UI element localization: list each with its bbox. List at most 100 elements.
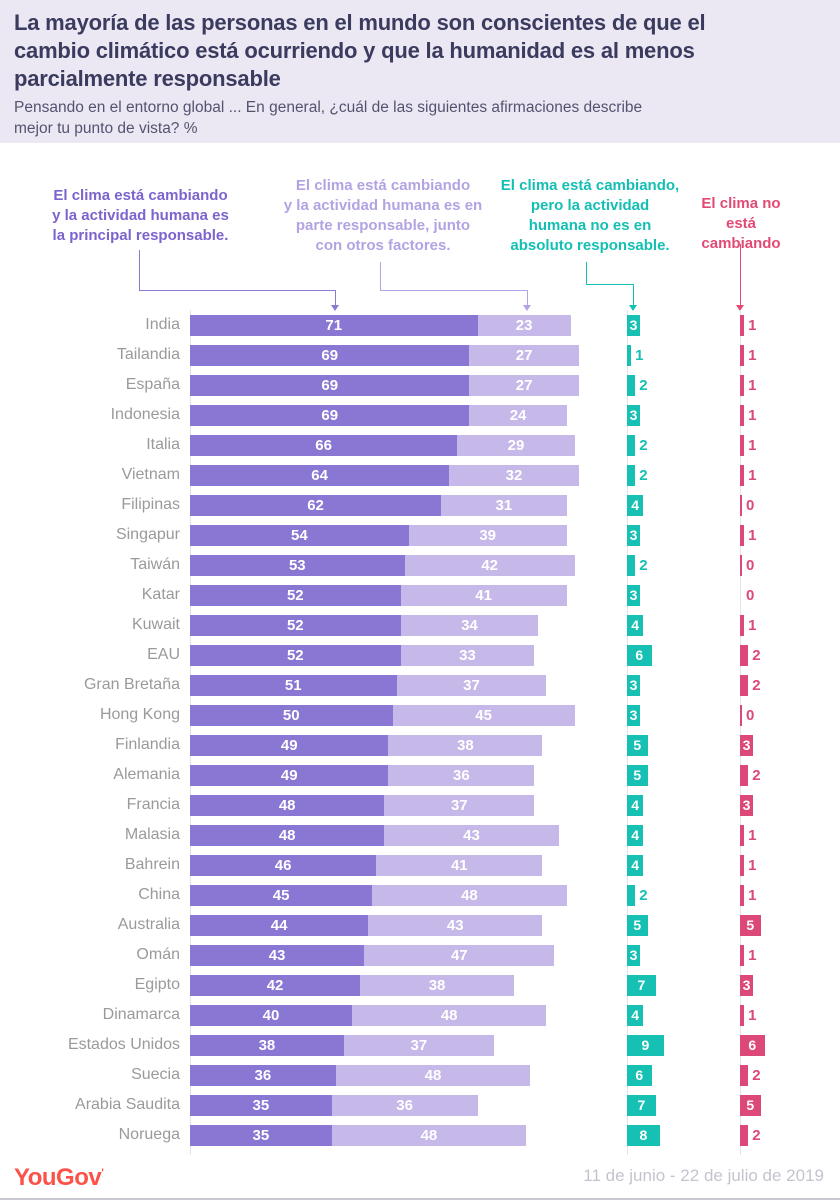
bar-row: Australia 44 43 5 5: [0, 910, 840, 940]
bar-segment-partial: 37: [396, 675, 547, 696]
teal-axis-baseline: [627, 310, 628, 1155]
pink-bar: 1: [740, 345, 756, 366]
value-label: 6: [635, 647, 644, 663]
pink-bar: 1: [740, 855, 756, 876]
bar-segment-partial: 42: [404, 555, 575, 576]
teal-bar: 2: [627, 465, 648, 486]
stacked-bar: 35 48: [190, 1125, 527, 1146]
pink-bar-fill: [740, 315, 745, 336]
legend-connector-3: [586, 284, 634, 285]
bar-row: China 45 48 2 1: [0, 880, 840, 910]
teal-bar-fill: 7: [627, 1095, 656, 1116]
bar-segment-main: 43: [190, 945, 365, 966]
value-label: 5: [633, 917, 642, 933]
teal-bar-fill: [627, 375, 636, 396]
teal-bar: 3: [627, 945, 640, 966]
country-label: Taiwán: [130, 556, 180, 573]
bar-segment-main: 69: [190, 405, 470, 426]
bar-segment-partial: 47: [364, 945, 555, 966]
teal-bar-fill: 4: [627, 795, 644, 816]
bar-row: Malasia 48 43 4 1: [0, 820, 840, 850]
legend-connector-2: [380, 290, 528, 291]
bar-segment-partial: 45: [392, 705, 575, 726]
pink-bar-fill: [740, 675, 749, 696]
value-label: 51: [284, 677, 302, 694]
value-label: 43: [463, 827, 480, 844]
bar-row: Omán 43 47 3 1: [0, 940, 840, 970]
value-label: 1: [748, 527, 757, 544]
pink-bar: 1: [740, 1005, 756, 1026]
bar-segment-partial: 48: [352, 1005, 547, 1026]
value-label: 71: [325, 317, 343, 334]
bar-row: Tailandia 69 27 1 1: [0, 340, 840, 370]
legend-arrow-4-icon: [736, 305, 744, 311]
value-label: 1: [748, 377, 757, 394]
value-label: 5: [633, 737, 642, 753]
bar-row: Francia 48 37 4 3: [0, 790, 840, 820]
bar-segment-partial: 31: [441, 495, 567, 516]
value-label: 2: [752, 767, 761, 784]
pink-bar-fill: [740, 825, 745, 846]
teal-bar-fill: 5: [627, 735, 648, 756]
value-label: 2: [639, 557, 648, 574]
value-label: 38: [258, 1037, 276, 1054]
value-label: 34: [461, 617, 478, 634]
main-axis-baseline: [190, 310, 191, 1155]
value-label: 69: [321, 347, 339, 364]
value-label: 38: [428, 977, 446, 994]
value-label: 43: [446, 917, 464, 934]
bar-row: Noruega 35 48 8 2: [0, 1120, 840, 1150]
pink-bar-fill: [740, 1065, 749, 1086]
value-label: 45: [272, 887, 290, 904]
bar-segment-partial: 34: [400, 615, 539, 636]
pink-bar-zero-tick: [740, 555, 742, 576]
stacked-bar: 50 45: [190, 705, 575, 726]
stacked-bar: 48 37: [190, 795, 535, 816]
bar-segment-main: 52: [190, 645, 401, 666]
pink-bar: 3: [740, 795, 753, 816]
bar-row: Katar 52 41 3 0: [0, 580, 840, 610]
value-label: 47: [450, 947, 468, 964]
stacked-bar: 69 27: [190, 375, 579, 396]
date-range: 11 de junio - 22 de julio de 2019: [583, 1166, 824, 1185]
bar-row: India 71 23 3 1: [0, 310, 840, 340]
value-label: 3: [629, 527, 638, 543]
country-label: Francia: [126, 796, 180, 813]
country-label: Dinamarca: [102, 1006, 180, 1023]
pink-bar-fill: 5: [740, 915, 761, 936]
country-label: EAU: [147, 646, 180, 663]
value-label: 35: [252, 1127, 270, 1144]
value-label: 3: [742, 977, 751, 993]
country-label: Italia: [146, 436, 180, 453]
value-label: 27: [515, 347, 533, 364]
value-label: 4: [631, 1007, 640, 1023]
teal-bar-fill: 5: [627, 915, 648, 936]
pink-axis-baseline: [740, 310, 741, 1155]
bar-segment-main: 48: [190, 825, 385, 846]
teal-bar: 6: [627, 645, 652, 666]
value-label: 62: [307, 497, 324, 514]
bar-segment-main: 48: [190, 795, 385, 816]
country-label: Omán: [136, 946, 180, 963]
value-label: 29: [507, 437, 525, 454]
value-label: 0: [746, 497, 755, 514]
teal-bar-fill: 3: [627, 585, 640, 606]
teal-bar-fill: 5: [627, 765, 648, 786]
bar-segment-partial: 48: [335, 1065, 531, 1086]
value-label: 5: [746, 1097, 755, 1113]
teal-bar: 2: [627, 555, 648, 576]
teal-bar: 4: [627, 495, 644, 516]
stacked-bar: 43 47: [190, 945, 555, 966]
bar-segment-partial: 39: [408, 525, 567, 546]
value-label: 31: [495, 497, 513, 514]
teal-bar: 3: [627, 405, 640, 426]
bar-segment-main: 38: [190, 1035, 344, 1056]
pink-bar: 5: [740, 915, 761, 936]
pink-bar-fill: [740, 1125, 749, 1146]
country-label: Filipinas: [121, 496, 180, 513]
bar-row: Italia 66 29 2 1: [0, 430, 840, 460]
country-label: Kuwait: [131, 616, 180, 633]
pink-bar: 1: [740, 885, 756, 906]
country-label: Alemania: [113, 766, 180, 783]
country-label: España: [125, 376, 180, 393]
